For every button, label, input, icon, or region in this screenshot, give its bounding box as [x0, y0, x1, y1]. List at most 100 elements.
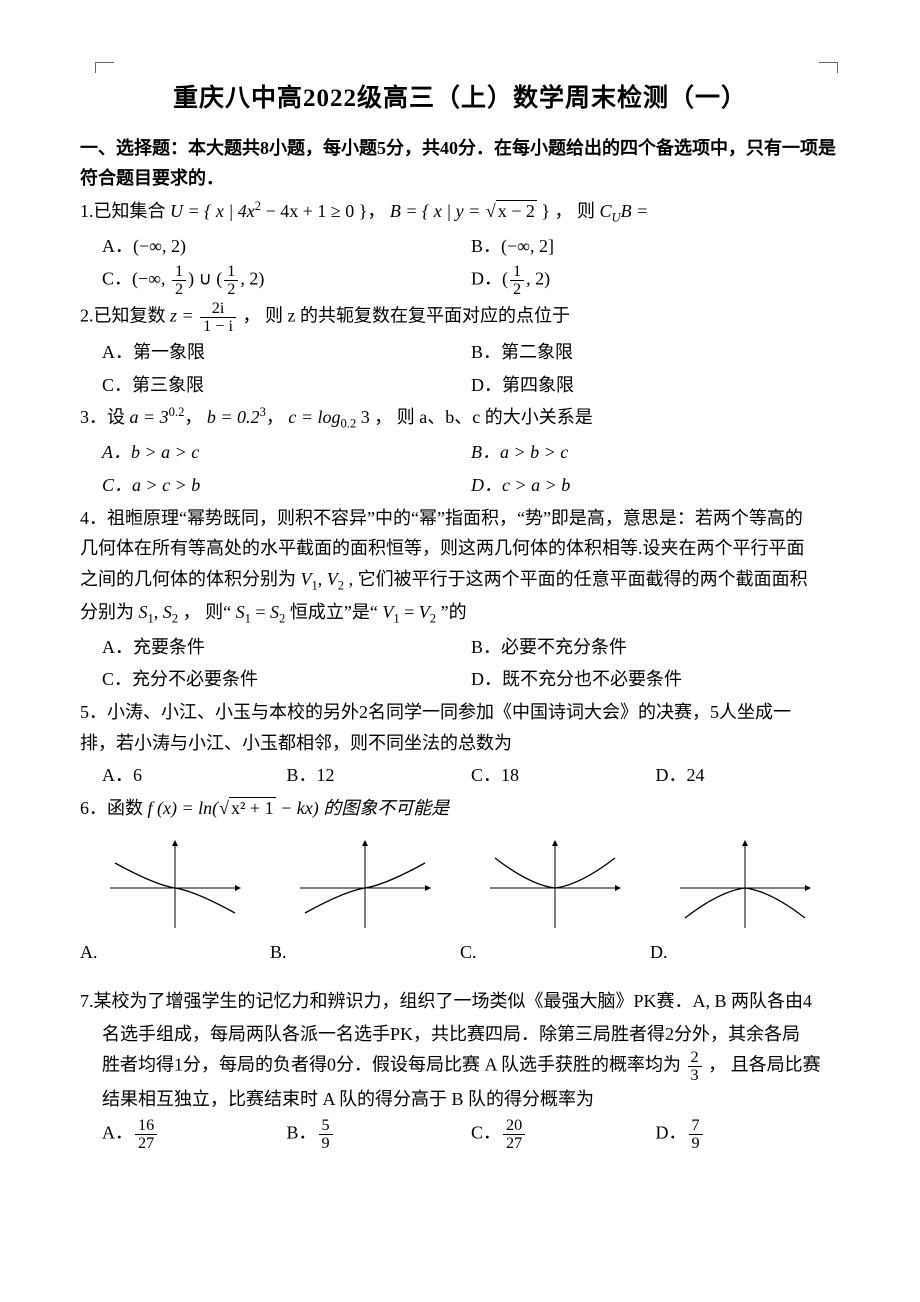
q4-line4: 分别为 S1, S2 ， 则“ S1 = S2 恒成立”是“ V1 = V2 ”… — [80, 597, 840, 630]
q4-comma2: , — [154, 602, 163, 622]
q2-opts-row2: C．第三象限 D．第四象限 — [102, 370, 840, 401]
q1-opt-A: A．(−∞, 2) — [102, 231, 471, 262]
q3-opts-row1: A．b > a > c B．a > b > c — [102, 437, 840, 468]
q6-graphs: A. B. C. D. — [80, 833, 840, 968]
q7-opt-C: C．2027 — [471, 1117, 656, 1152]
q2-pre: 2.已知复数 — [80, 306, 170, 326]
q7-B-den: 9 — [319, 1135, 333, 1152]
q7-B-num: 5 — [319, 1117, 333, 1135]
q4-S2: S — [163, 602, 172, 622]
q2-opt-D: D．第四象限 — [471, 370, 840, 401]
q1-Cu-B: B = — [621, 201, 649, 221]
q7-line2: 名选手组成，每局两队各派一名选手PK，共比赛四局．除第三局胜者得2分外，其余各局 — [102, 1019, 840, 1050]
q7-opt-B: B．59 — [287, 1117, 472, 1152]
q3-opt-C: C．a > c > b — [102, 470, 471, 501]
q2-z: z = — [170, 306, 198, 326]
q6-graph-B: B. — [270, 833, 460, 968]
question-3: 3．设 a = 30.2， b = 0.23， c = log0.2 3 ， 则… — [80, 402, 840, 435]
q3-opt-D: D．c > a > b — [471, 470, 840, 501]
q1-pre: 1.已知集合 — [80, 201, 170, 221]
q4-V2eqs: 2 — [430, 611, 436, 625]
q3-opts-row2: C．a > c > b D．c > a > b — [102, 470, 840, 501]
q5-opt-D: D．24 — [656, 760, 841, 791]
page-title: 重庆八中高2022级高三（上）数学周末检测（一） — [80, 78, 840, 121]
q4-line3: 之间的几何体的体积分别为 V1, V2 , 它们被平行于这两个平面的任意平面截得… — [80, 564, 840, 597]
q1-C-pre: C．(−∞, — [102, 269, 170, 289]
q4-V2eq: V — [419, 602, 430, 622]
q4-opt-A: A．充要条件 — [102, 632, 471, 663]
q4-opts-row2: C．充分不必要条件 D．既不充分也不必要条件 — [102, 664, 840, 695]
q7-C-num: 20 — [503, 1117, 525, 1135]
q7-num: 2 — [688, 1049, 702, 1067]
q1-B: B = { x | y = — [390, 201, 485, 221]
q4-S2eqs: 2 — [279, 611, 285, 625]
q1-opt-C: C．(−∞, 12) ∪ (12, 2) — [102, 263, 471, 298]
q5-line2: 排，若小涛与小江、小玉都相邻，则不同坐法的总数为 — [80, 728, 840, 759]
section-1-header: 一、选择题：本大题共8小题，每小题5分，共40分．在每小题给出的四个备选项中，只… — [80, 133, 840, 194]
q7-C-frac: 2027 — [503, 1117, 525, 1152]
q6-fpost: − kx) 的图象不可能是 — [276, 798, 450, 818]
q4-comma: , — [318, 569, 327, 589]
q1-opt-B: B．(−∞, 2] — [471, 231, 840, 262]
q7-D-pre: D． — [656, 1122, 687, 1142]
q3-csub: 0.2 — [341, 417, 357, 431]
q1-Cu-sub: U — [612, 210, 621, 224]
q7-opt-D: D．79 — [656, 1117, 841, 1152]
q3-sep1: ， — [184, 407, 207, 427]
q7-body: 名选手组成，每局两队各派一名选手PK，共比赛四局．除第三局胜者得2分外，其余各局… — [102, 1019, 840, 1115]
q1-opts-row1: A．(−∞, 2) B．(−∞, 2] — [102, 231, 840, 262]
q1-C-frac1: 12 — [172, 263, 186, 298]
q7-A-den: 27 — [135, 1135, 157, 1152]
q2-opt-C: C．第三象限 — [102, 370, 471, 401]
q7-A-num: 16 — [135, 1117, 157, 1135]
q2-opt-B: B．第二象限 — [471, 337, 840, 368]
q3-aexp: 0.2 — [169, 405, 185, 419]
q1-Cu: C — [600, 201, 612, 221]
q4-eq2: = — [400, 602, 419, 622]
q3-post: ， 则 a、b、c 的大小关系是 — [374, 407, 592, 427]
q5-opts: A．6 B．12 C．18 D．24 — [102, 760, 840, 791]
q3-a: a = 3 — [130, 407, 169, 427]
question-6: 6．函数 f (x) = ln(x² + 1 − kx) 的图象不可能是 — [80, 793, 840, 824]
q1-mid1: − 4x + 1 ≥ 0 }， — [261, 201, 385, 221]
q4-opt-C: C．充分不必要条件 — [102, 664, 471, 695]
q1-C-mid: ) ∪ ( — [188, 269, 222, 289]
q1-opt-D: D．(12, 2) — [471, 263, 840, 298]
q1-stem: 1.已知集合 U = { x | 4x2 − 4x + 1 ≥ 0 }， B =… — [80, 201, 648, 221]
q4-V1eq: V — [382, 602, 393, 622]
q4-end: ”的 — [441, 602, 467, 622]
q4-l3pre: 之间的几何体的体积分别为 — [80, 569, 301, 589]
q1-sqrt: x − 2 — [485, 196, 537, 227]
q5-opt-B: B．12 — [287, 760, 472, 791]
q7-opts: A．1627 B．59 C．2027 D．79 — [102, 1117, 840, 1152]
q6-D-label: D. — [650, 937, 668, 968]
q5-line1: 5．小涛、小江、小玉与本校的另外2名同学一同参加《中国诗词大会》的决赛，5人坐成… — [80, 697, 840, 728]
q1-sqrt-inner: x − 2 — [496, 200, 537, 221]
graph-D-svg — [670, 833, 820, 933]
q7-l3post: ， 且各局比赛 — [708, 1055, 821, 1075]
crop-mark-top-right — [819, 62, 838, 73]
graph-B-svg — [290, 833, 440, 933]
q7-C-pre: C． — [471, 1122, 501, 1142]
q7-line1: 7.某校为了增强学生的记忆力和辨识力，组织了一场类似《最强大脑》PK赛．A, B… — [80, 986, 840, 1017]
q6-f: f (x) = ln( — [148, 798, 219, 818]
q3-carg: 3 — [356, 407, 370, 427]
q7-B-pre: B． — [287, 1122, 317, 1142]
q7-l3pre: 胜者均得1分，每局的负者得0分．假设每局比赛 A 队选手获胜的概率均为 — [102, 1055, 686, 1075]
q7-D-den: 9 — [689, 1135, 703, 1152]
q7-D-frac: 79 — [689, 1117, 703, 1152]
q4-eq1: = — [251, 602, 270, 622]
q1-D-pre: D．( — [471, 269, 508, 289]
q4-line1: 4．祖暅原理“幂势既同，则积不容异”中的“幂”指面积，“势”即是高，意思是：若两… — [80, 503, 840, 534]
q1-mid2: } ， 则 — [537, 201, 600, 221]
q7-line3: 胜者均得1分，每局的负者得0分．假设每局比赛 A 队选手获胜的概率均为 23 ，… — [102, 1049, 840, 1084]
q4-mid: ， 则“ — [183, 602, 236, 622]
q6-A-label: A. — [80, 937, 98, 968]
q2-den: 1 − i — [200, 318, 236, 335]
question-7: 7.某校为了增强学生的记忆力和辨识力，组织了一场类似《最强大脑》PK赛．A, B… — [80, 986, 840, 1115]
q7-A-pre: A． — [102, 1122, 133, 1142]
graph-C-svg — [480, 833, 630, 933]
q3-sep2: ， — [266, 407, 289, 427]
q4-S1eq: S — [236, 602, 245, 622]
q6-sqrt: x² + 1 — [218, 793, 275, 824]
